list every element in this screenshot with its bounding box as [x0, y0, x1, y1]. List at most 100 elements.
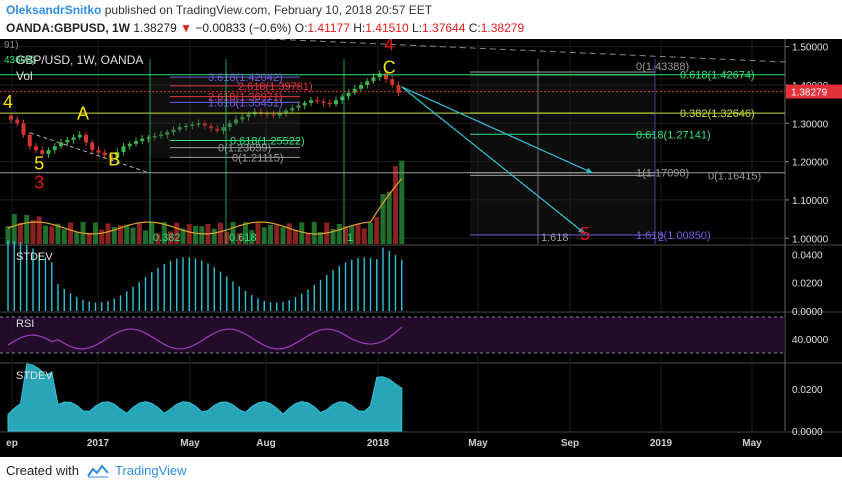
high-value: 1.41510	[365, 21, 409, 35]
created-with-text: Created with	[6, 463, 79, 478]
volume-bar	[55, 223, 61, 244]
last-price: 1.38279	[133, 21, 177, 35]
x-tick-label: Sep	[561, 438, 579, 449]
volume-bar	[24, 214, 30, 244]
candle-body	[184, 125, 188, 128]
projection-arrow	[401, 86, 586, 235]
fib-label: 0.618(1.25522)	[230, 135, 305, 147]
price-change: −0.00833 (−0.6%)	[195, 21, 292, 35]
fib-label: 0.382(1.32646)	[680, 108, 755, 120]
volume-bar	[249, 230, 255, 244]
wave-label: 3	[34, 172, 44, 192]
stdev2-pane[interactable]: STDEV 0.0200 0.0000	[7, 363, 823, 438]
fib-label: 1(1.17098)	[636, 168, 689, 180]
candle-body	[77, 134, 82, 138]
close-value: 1.38279	[480, 21, 525, 35]
time-fib-label: 1.618	[541, 232, 569, 244]
candle-body	[327, 102, 332, 105]
volume-bar	[118, 225, 123, 244]
volume-bar	[374, 217, 380, 244]
projection-arrow-head	[586, 167, 593, 174]
volume-bar	[149, 222, 155, 244]
fib-label: 3.618(1.42042)	[208, 72, 283, 84]
volume-bar	[218, 222, 223, 244]
time-fib-label: 1	[347, 232, 353, 244]
y-tick-label: 0.0200	[792, 385, 823, 396]
volume-ma-line	[7, 178, 403, 235]
wave-label: 4	[3, 92, 13, 112]
candle-body	[202, 123, 207, 126]
x-tick-label: May	[180, 438, 200, 449]
candle-body	[209, 125, 213, 129]
volume-bar	[61, 229, 67, 244]
volume-bar	[161, 222, 167, 244]
volume-bar	[168, 231, 173, 244]
candle-body	[90, 142, 95, 151]
low-label: L:	[412, 21, 423, 35]
volume-bar	[261, 227, 267, 244]
chart-area[interactable]: 0.618(1.42674)0(1.43388) 0.382(1.32646) 0.…	[0, 39, 842, 457]
candle-body	[315, 100, 320, 102]
candle-body	[321, 101, 326, 103]
pane-title: STDEV	[16, 370, 53, 382]
fib-label: 0(1.43388)	[636, 61, 689, 73]
candle-body	[102, 152, 107, 156]
volume-bar	[111, 226, 117, 244]
trend-line	[29, 132, 151, 174]
wave-label: B	[108, 149, 120, 169]
volume-bar	[130, 227, 136, 244]
candle-body	[334, 100, 338, 105]
candle-body	[65, 139, 70, 143]
wave-label: 5	[580, 224, 590, 244]
candle-body	[40, 150, 45, 154]
volume-bar	[386, 191, 392, 244]
volume-bar	[343, 226, 348, 244]
y-tick-label: 1.30000	[792, 119, 829, 130]
candle-body	[365, 81, 370, 85]
chart-background	[0, 39, 842, 457]
volume-bar	[199, 226, 205, 244]
candle-body	[246, 114, 251, 117]
fib-label: 0.618(1.27141)	[636, 129, 711, 141]
volume-bar	[143, 230, 148, 244]
volume-bar	[230, 222, 236, 244]
candle-body	[152, 136, 157, 138]
volume-bar	[136, 223, 142, 244]
y-tick-label: 1.50000	[792, 43, 829, 54]
volume-bar	[336, 223, 342, 244]
candle-body	[234, 119, 238, 124]
rsi-pane[interactable]: RSI 40.0000	[0, 316, 829, 354]
price-pane[interactable]: 0.618(1.42674)0(1.43388) 0.382(1.32646) 0.…	[0, 39, 786, 244]
fib-label: 0(1.23659)	[218, 143, 271, 155]
volume-bar	[211, 228, 217, 244]
wave-label: 4	[384, 39, 394, 54]
corner-label: 91)	[4, 40, 18, 51]
candle-body	[284, 110, 288, 114]
symbol-header: OANDA:GBPUSD, 1W 1.38279 ▼ −0.00833 (−0.…	[6, 21, 524, 35]
candle-body	[109, 155, 113, 158]
pane-title: RSI	[16, 318, 34, 330]
volume-bar	[11, 214, 17, 244]
candle-body	[296, 105, 301, 108]
volume-bar	[5, 226, 11, 244]
candle-body	[52, 146, 57, 151]
tradingview-link[interactable]: TradingView	[114, 463, 187, 478]
fib-zone	[150, 77, 300, 158]
tradingview-logo-icon	[87, 463, 109, 477]
volume-bar	[255, 223, 261, 244]
candle-body	[271, 114, 276, 116]
projection-zone	[470, 71, 655, 235]
stdev-pane[interactable]: STDEV 0.0400 0.0200 0.0000	[7, 240, 823, 318]
volume-bar	[305, 233, 311, 244]
y-tick-label: 1.10000	[792, 196, 829, 207]
publish-header: OleksandrSnitko published on TradingView…	[6, 3, 432, 17]
y-tick-label: 1.00000	[792, 234, 829, 245]
open-value: 1.41177	[307, 21, 350, 35]
volume-bar	[174, 222, 180, 244]
author-link[interactable]: OleksandrSnitko	[6, 3, 102, 17]
pane-title: STDEV	[16, 251, 53, 263]
fib-label: 0(1.16415)	[708, 170, 761, 182]
projection-arrow-head	[578, 227, 585, 234]
chart-title: GBP/USD, 1W, OANDA	[16, 53, 143, 67]
volume-bar	[293, 230, 298, 244]
